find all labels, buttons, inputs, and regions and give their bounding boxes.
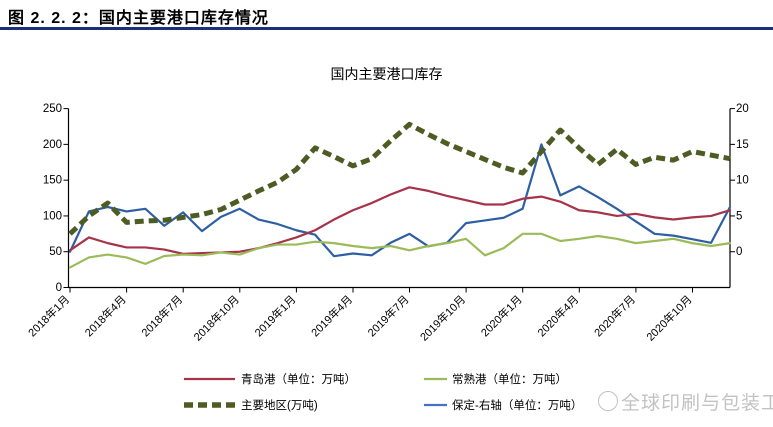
svg-text:5: 5 — [736, 210, 742, 222]
svg-text:50: 50 — [49, 246, 62, 258]
svg-text:0: 0 — [736, 246, 742, 258]
svg-text:250: 250 — [43, 103, 62, 115]
svg-text:2019年1月: 2019年1月 — [251, 292, 298, 339]
svg-text:主要地区(万吨): 主要地区(万吨) — [241, 399, 318, 412]
svg-text:100: 100 — [43, 210, 62, 222]
svg-text:2020年7月: 2020年7月 — [591, 292, 638, 339]
svg-text:2020年10月: 2020年10月 — [643, 292, 694, 343]
svg-text:2018年10月: 2018年10月 — [191, 292, 242, 343]
svg-text:2019年4月: 2019年4月 — [308, 292, 355, 339]
svg-text:0: 0 — [56, 282, 62, 294]
svg-text:10: 10 — [736, 175, 749, 187]
svg-text:20: 20 — [736, 103, 749, 115]
svg-text:2018年1月: 2018年1月 — [25, 292, 72, 339]
svg-text:2018年4月: 2018年4月 — [82, 292, 129, 339]
svg-text:2020年1月: 2020年1月 — [478, 292, 525, 339]
svg-text:青岛港（单位：万吨）: 青岛港（单位：万吨） — [241, 372, 356, 386]
svg-text:150: 150 — [43, 175, 62, 187]
svg-text:200: 200 — [43, 139, 62, 151]
svg-text:2018年7月: 2018年7月 — [138, 292, 185, 339]
svg-text:2019年7月: 2019年7月 — [365, 292, 412, 339]
svg-text:2019年10月: 2019年10月 — [417, 292, 468, 343]
svg-text:常熟港（单位：万吨）: 常熟港（单位：万吨） — [452, 372, 567, 386]
svg-text:15: 15 — [736, 139, 749, 151]
svg-text:2020年4月: 2020年4月 — [534, 292, 581, 339]
svg-text:保定-右轴（单位：万吨）: 保定-右轴（单位：万吨） — [452, 398, 582, 412]
